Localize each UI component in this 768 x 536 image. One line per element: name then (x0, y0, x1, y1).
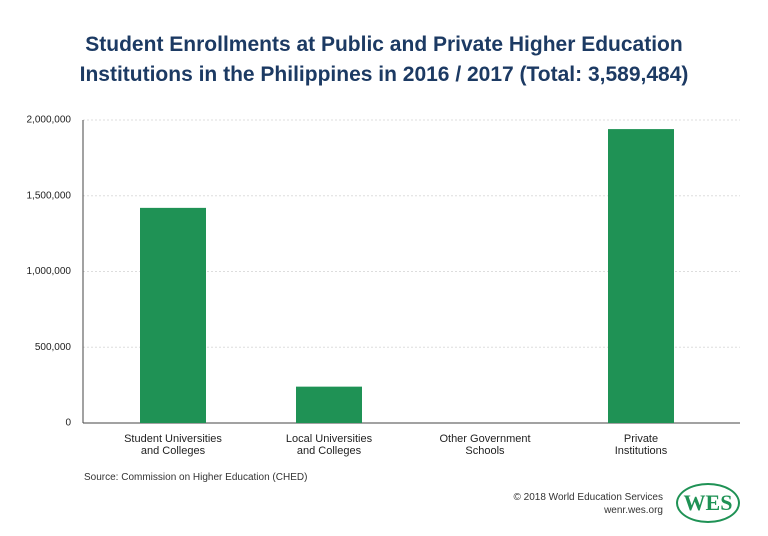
x-tick-label: Student Universities and Colleges (124, 433, 222, 457)
y-tick-label: 0 (65, 418, 71, 429)
x-tick-label: Other Government Schools (439, 433, 531, 457)
y-tick-label: 1,000,000 (27, 266, 72, 277)
x-tick-label: Local Universities and Colleges (285, 433, 373, 457)
x-tick-label: Private Institutions (614, 433, 668, 457)
y-tick-label: 1,500,000 (27, 190, 72, 201)
logo: WES (676, 483, 740, 523)
bar (296, 386, 362, 423)
chart-title: Student Enrollments at Public and Privat… (79, 33, 689, 86)
bar (140, 207, 206, 423)
copyright: © 2018 World Education Services (513, 492, 663, 503)
source-note: Source: Commission on Higher Education (… (84, 472, 308, 483)
url: wenr.wes.org (604, 505, 663, 516)
y-tick-label: 2,000,000 (27, 115, 72, 126)
y-tick-label: 500,000 (35, 342, 72, 353)
bar (608, 129, 674, 423)
